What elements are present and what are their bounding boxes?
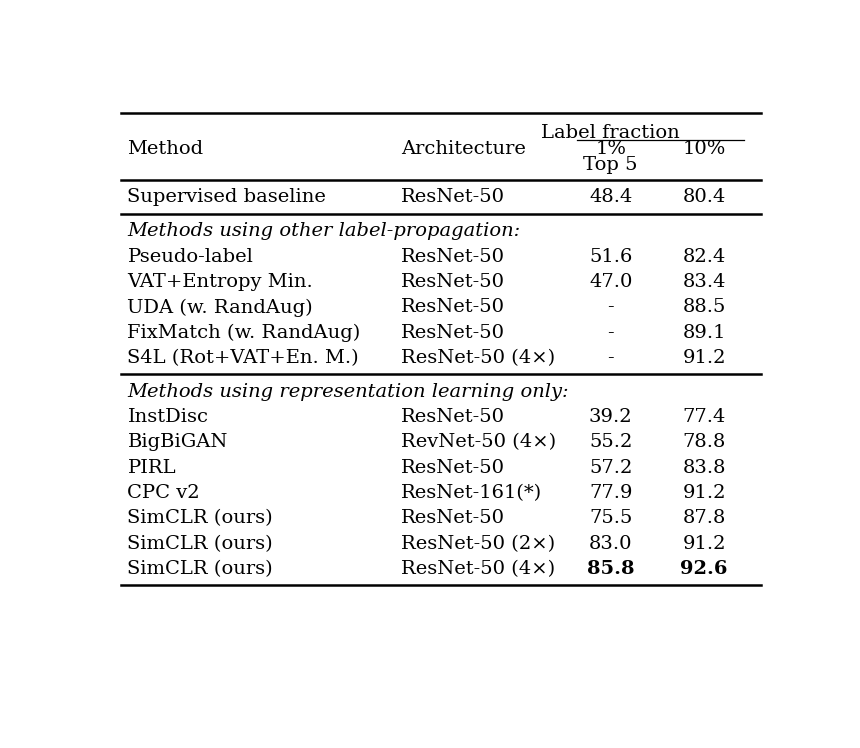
- Text: Methods using other label-propagation:: Methods using other label-propagation:: [127, 222, 521, 240]
- Text: 92.6: 92.6: [680, 560, 728, 578]
- Text: ResNet-50: ResNet-50: [401, 509, 505, 527]
- Text: ResNet-161(*): ResNet-161(*): [401, 484, 542, 502]
- Text: CPC v2: CPC v2: [127, 484, 200, 502]
- Text: 88.5: 88.5: [682, 298, 726, 316]
- Text: SimCLR (ours): SimCLR (ours): [127, 509, 273, 527]
- Text: 77.4: 77.4: [682, 408, 726, 426]
- Text: 83.0: 83.0: [589, 535, 632, 553]
- Text: Method: Method: [127, 140, 204, 158]
- Text: S4L (Rot+VAT+En. M.): S4L (Rot+VAT+En. M.): [127, 349, 359, 367]
- Text: ResNet-50: ResNet-50: [401, 273, 505, 291]
- Text: 39.2: 39.2: [589, 408, 632, 426]
- Text: Architecture: Architecture: [401, 140, 525, 158]
- Text: 87.8: 87.8: [682, 509, 726, 527]
- Text: ResNet-50: ResNet-50: [401, 248, 505, 266]
- Text: 89.1: 89.1: [682, 324, 726, 342]
- Text: ResNet-50: ResNet-50: [401, 459, 505, 476]
- Text: ResNet-50: ResNet-50: [401, 408, 505, 426]
- Text: InstDisc: InstDisc: [127, 408, 208, 426]
- Text: Methods using representation learning only:: Methods using representation learning on…: [127, 382, 569, 401]
- Text: PIRL: PIRL: [127, 459, 176, 476]
- Text: 82.4: 82.4: [682, 248, 726, 266]
- Text: Pseudo-label: Pseudo-label: [127, 248, 254, 266]
- Text: 1%: 1%: [595, 140, 626, 158]
- Text: -: -: [607, 298, 614, 316]
- Text: 75.5: 75.5: [589, 509, 632, 527]
- Text: 83.8: 83.8: [682, 459, 726, 476]
- Text: 10%: 10%: [682, 140, 726, 158]
- Text: VAT+Entropy Min.: VAT+Entropy Min.: [127, 273, 313, 291]
- Text: Supervised baseline: Supervised baseline: [127, 188, 327, 206]
- Text: UDA (w. RandAug): UDA (w. RandAug): [127, 298, 313, 316]
- Text: 91.2: 91.2: [682, 484, 726, 502]
- Text: SimCLR (ours): SimCLR (ours): [127, 560, 273, 578]
- Text: 48.4: 48.4: [589, 188, 632, 206]
- Text: Label fraction: Label fraction: [541, 124, 680, 142]
- Text: -: -: [607, 324, 614, 342]
- Text: 57.2: 57.2: [589, 459, 632, 476]
- Text: ResNet-50: ResNet-50: [401, 188, 505, 206]
- Text: ResNet-50 (2×): ResNet-50 (2×): [401, 535, 555, 553]
- Text: RevNet-50 (4×): RevNet-50 (4×): [401, 433, 556, 451]
- Text: 51.6: 51.6: [589, 248, 632, 266]
- Text: SimCLR (ours): SimCLR (ours): [127, 535, 273, 553]
- Text: ResNet-50: ResNet-50: [401, 324, 505, 342]
- Text: 85.8: 85.8: [587, 560, 635, 578]
- Text: 47.0: 47.0: [589, 273, 632, 291]
- Text: 80.4: 80.4: [682, 188, 726, 206]
- Text: 78.8: 78.8: [682, 433, 726, 451]
- Text: 77.9: 77.9: [589, 484, 632, 502]
- Text: ResNet-50: ResNet-50: [401, 298, 505, 316]
- Text: Top 5: Top 5: [583, 156, 638, 174]
- Text: BigBiGAN: BigBiGAN: [127, 433, 228, 451]
- Text: FixMatch (w. RandAug): FixMatch (w. RandAug): [127, 324, 360, 342]
- Text: ResNet-50 (4×): ResNet-50 (4×): [401, 560, 555, 578]
- Text: 91.2: 91.2: [682, 535, 726, 553]
- Text: ResNet-50 (4×): ResNet-50 (4×): [401, 349, 555, 367]
- Text: 55.2: 55.2: [589, 433, 632, 451]
- Text: -: -: [607, 349, 614, 367]
- Text: 91.2: 91.2: [682, 349, 726, 367]
- Text: 83.4: 83.4: [682, 273, 726, 291]
